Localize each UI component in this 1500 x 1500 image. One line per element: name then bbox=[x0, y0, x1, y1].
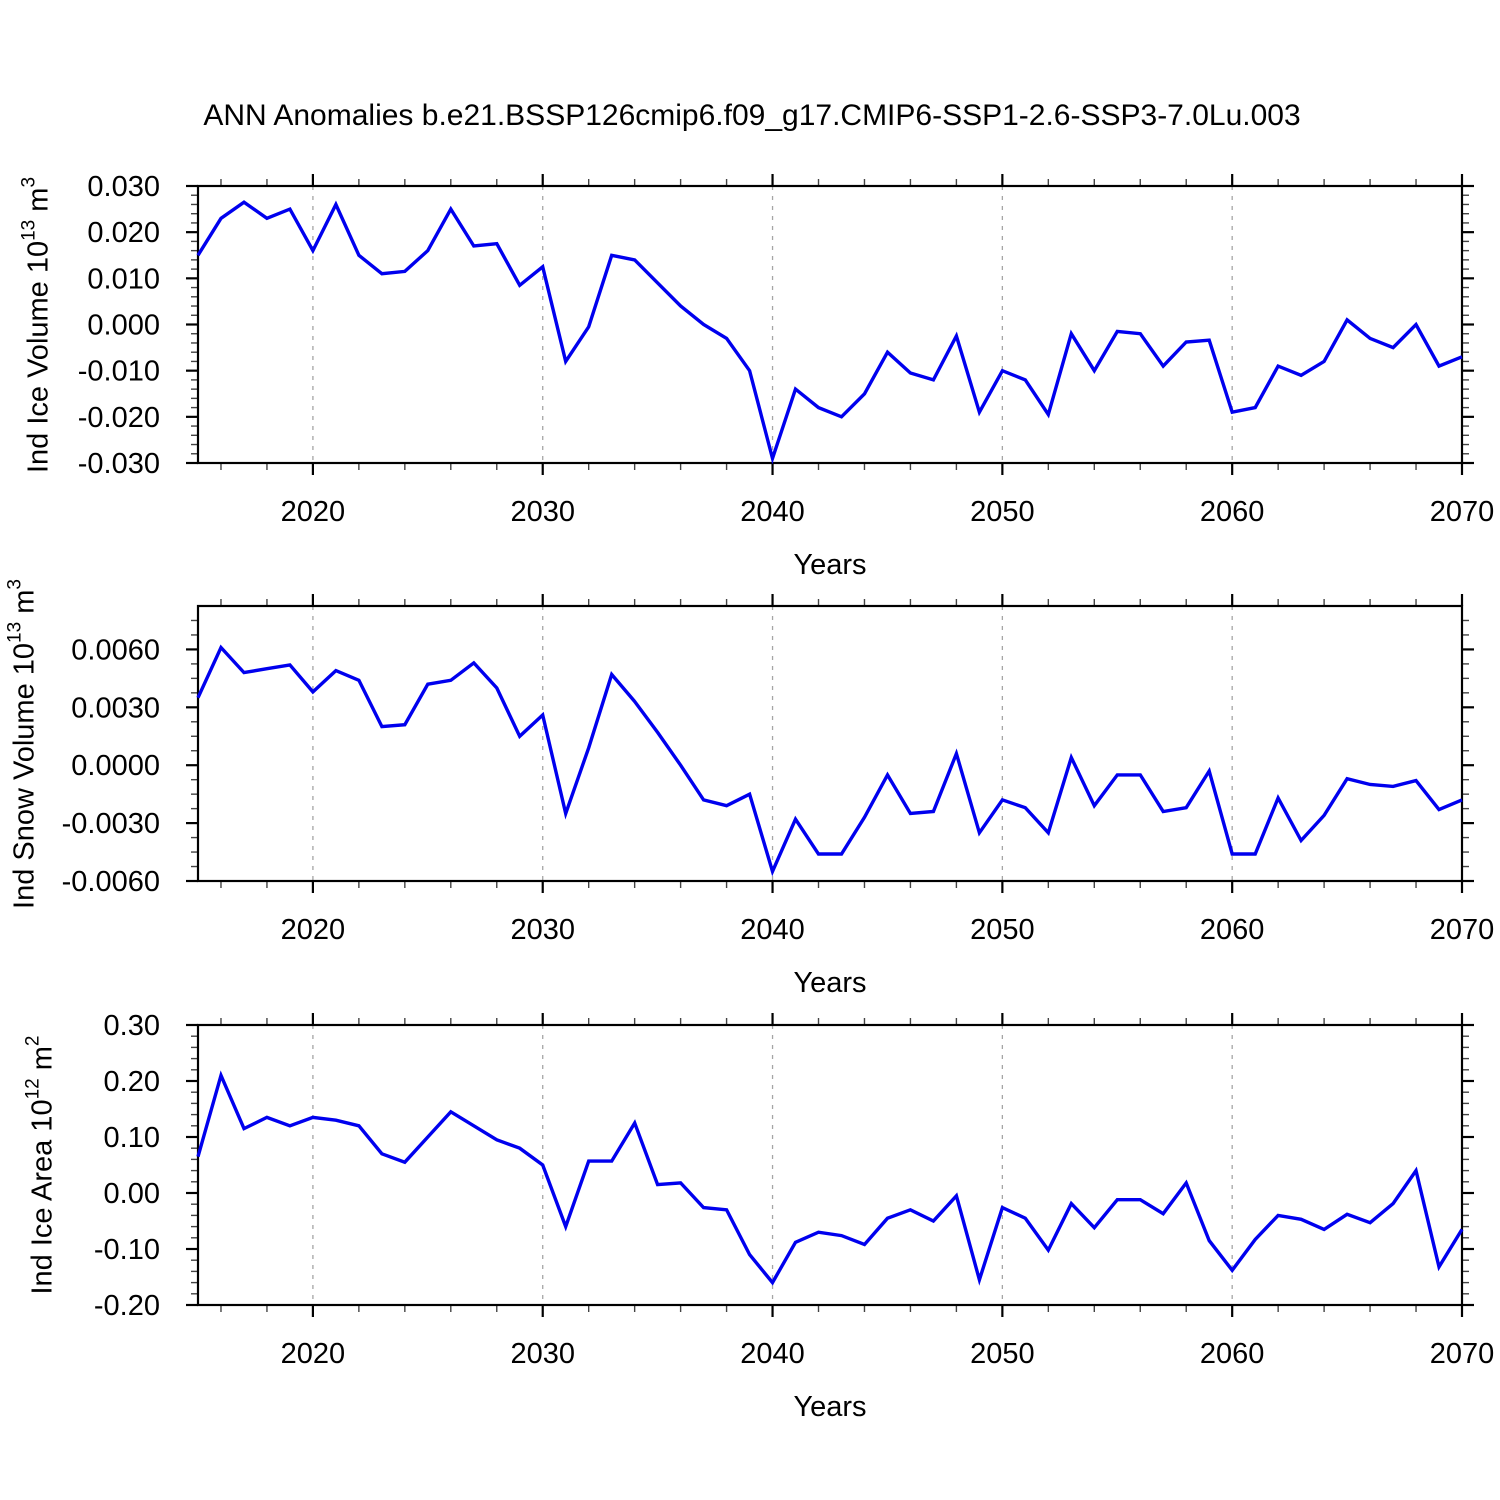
series-line-ind-ice-volume bbox=[196, 200, 1463, 465]
y-tick-label: 0.010 bbox=[87, 263, 160, 295]
series-line-ind-ice-area bbox=[196, 1070, 1464, 1286]
unit-exponent: 3 bbox=[18, 176, 40, 188]
y-tick-label: -0.20 bbox=[94, 1290, 160, 1322]
y-tick-label: 0.020 bbox=[87, 217, 160, 249]
y-tick-label: 0.20 bbox=[104, 1066, 160, 1098]
y-axis-title-text: Ind Snow Volume 10 bbox=[8, 642, 41, 909]
y-tick-label: 0.000 bbox=[87, 310, 160, 342]
x-axis-title-chart2: Years bbox=[793, 967, 867, 999]
x-tick-label: 2060 bbox=[1200, 496, 1265, 528]
plot-border bbox=[196, 184, 1464, 465]
y-tick-label: -0.010 bbox=[78, 356, 160, 388]
y-tick-label: -0.0030 bbox=[62, 808, 160, 840]
y-tick-label: 0.30 bbox=[104, 1010, 160, 1042]
x-tick-label: 2040 bbox=[740, 914, 805, 946]
y-tick-label: 0.030 bbox=[87, 171, 160, 203]
x-tick-label: 2070 bbox=[1430, 1338, 1495, 1370]
y-tick-label: -0.020 bbox=[78, 402, 160, 434]
x-tick-label: 2030 bbox=[510, 914, 575, 946]
unit: m bbox=[26, 1046, 59, 1079]
x-tick-label: 2060 bbox=[1200, 1338, 1265, 1370]
x-tick-label: 2030 bbox=[510, 1338, 575, 1370]
x-tick-label: 2030 bbox=[510, 496, 575, 528]
x-tick-label: 2040 bbox=[740, 1338, 805, 1370]
plot-border bbox=[196, 1023, 1464, 1307]
y-tick-label: -0.10 bbox=[94, 1234, 160, 1266]
y-axis-title-ice-area: Ind Ice Area 1012 m2 bbox=[22, 1035, 60, 1295]
unit-exponent: 2 bbox=[22, 1035, 44, 1047]
y-tick-label: -0.0060 bbox=[62, 866, 160, 898]
ice-volume-chart: 0.030 0.020 0.010 0.000 -0.010 -0.020 -0.030 20… bbox=[78, 171, 1494, 528]
ice-area-chart: 0.30 0.20 0.10 0.00 -0.10 -0.20 2020 2030 2040 20… bbox=[94, 1010, 1494, 1370]
exponent: 12 bbox=[22, 1078, 44, 1100]
series-line-ind-snow-volume bbox=[196, 644, 1463, 877]
exponent: 13 bbox=[18, 219, 40, 241]
exponent: 13 bbox=[4, 621, 26, 643]
y-tick-label: 0.10 bbox=[104, 1122, 160, 1154]
y-tick-label: 0.0000 bbox=[71, 750, 160, 782]
plot-border bbox=[196, 604, 1464, 883]
unit: m bbox=[8, 589, 41, 622]
figure-title: ANN Anomalies b.e21.BSSP126cmip6.f09_g17… bbox=[203, 99, 1301, 132]
x-tick-label: 2020 bbox=[281, 914, 346, 946]
y-axis-title-ice-volume: Ind Ice Volume 1013 m3 bbox=[18, 176, 56, 474]
x-tick-label: 2060 bbox=[1200, 914, 1265, 946]
y-tick-label: -0.030 bbox=[78, 448, 160, 480]
y-tick-label: 0.0030 bbox=[71, 692, 160, 724]
y-axis-title-snow-volume: Ind Snow Volume 1013 m3 bbox=[4, 579, 42, 909]
x-tick-label: 2020 bbox=[281, 1338, 346, 1370]
unit-exponent: 3 bbox=[4, 579, 26, 590]
x-tick-label: 2050 bbox=[970, 1338, 1035, 1370]
y-tick-label: 0.00 bbox=[104, 1178, 160, 1210]
x-tick-label: 2040 bbox=[740, 496, 805, 528]
x-tick-label: 2020 bbox=[281, 496, 346, 528]
x-tick-label: 2050 bbox=[970, 914, 1035, 946]
x-tick-label: 2070 bbox=[1430, 496, 1495, 528]
x-axis-title-chart3: Years bbox=[793, 1391, 867, 1423]
x-tick-label: 2050 bbox=[970, 496, 1035, 528]
x-axis-title-chart1: Years bbox=[793, 549, 867, 581]
y-axis-title-text: Ind Ice Area 10 bbox=[26, 1099, 59, 1295]
snow-volume-chart: 0.0060 0.0030 0.0000 -0.0030 -0.0060 2020 2030… bbox=[62, 594, 1495, 946]
unit: m bbox=[22, 187, 55, 220]
y-axis-title-text: Ind Ice Volume 10 bbox=[22, 240, 55, 474]
x-tick-label: 2070 bbox=[1430, 914, 1495, 946]
y-tick-label: 0.0060 bbox=[71, 634, 160, 666]
